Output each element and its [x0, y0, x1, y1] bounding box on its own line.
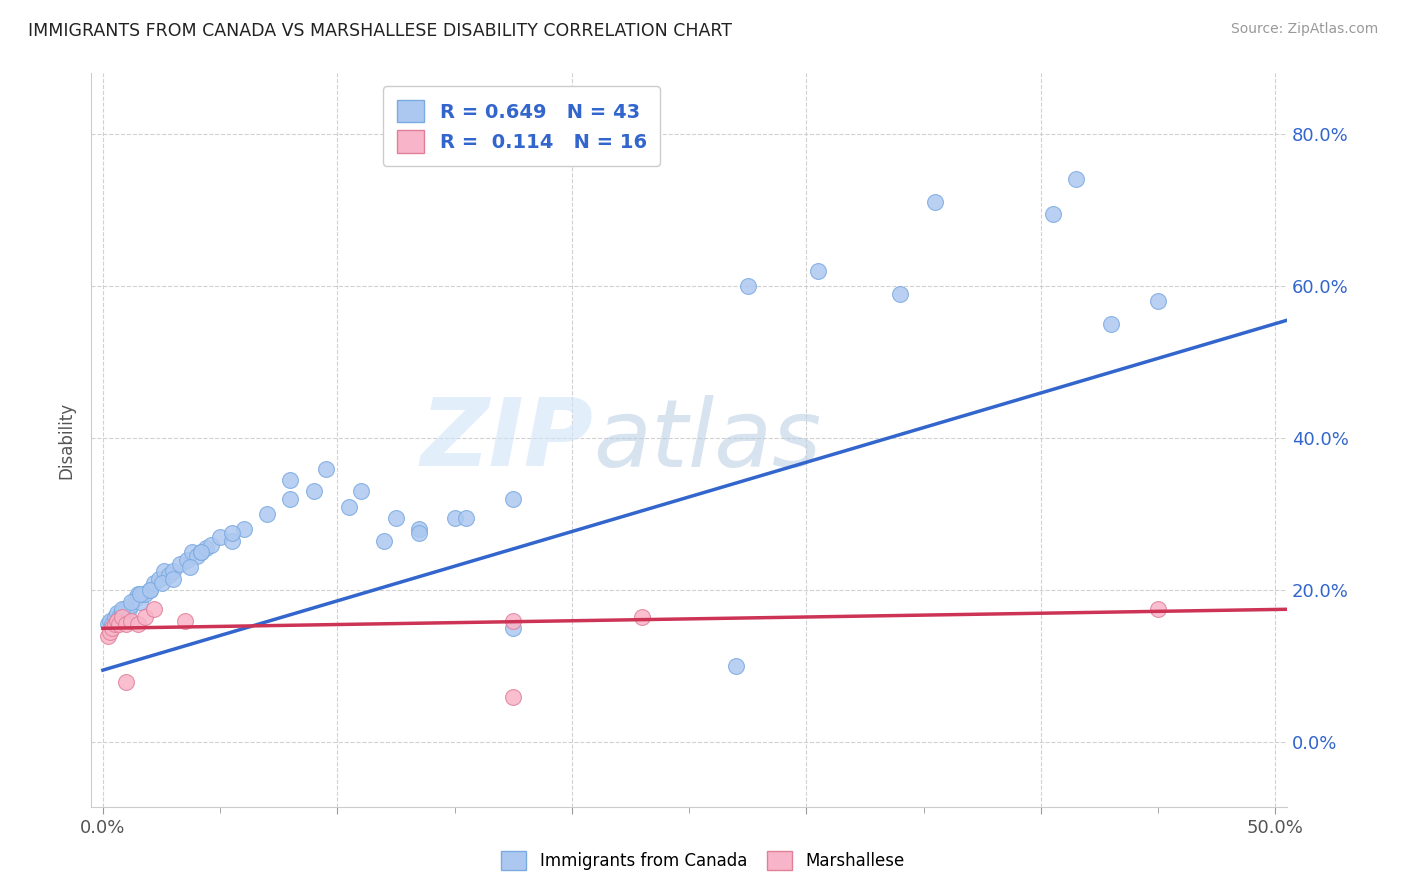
Point	[1147, 294, 1170, 309]
Point	[98, 614, 121, 628]
Point	[150, 575, 173, 590]
Text: IMMIGRANTS FROM CANADA VS MARSHALLESE DISABILITY CORRELATION CHART: IMMIGRANTS FROM CANADA VS MARSHALLESE DI…	[28, 22, 733, 40]
Point	[97, 629, 120, 643]
Point	[337, 500, 360, 514]
Point	[502, 614, 524, 628]
Point	[101, 617, 124, 632]
Point	[502, 621, 524, 635]
Point	[115, 617, 138, 632]
Point	[125, 591, 148, 605]
Point	[502, 690, 524, 704]
Point	[153, 564, 176, 578]
Point	[129, 595, 152, 609]
Point	[108, 617, 131, 632]
Text: atlas: atlas	[593, 394, 821, 485]
Point	[162, 572, 184, 586]
Point	[112, 602, 135, 616]
Point	[443, 511, 465, 525]
Point	[280, 473, 302, 487]
Point	[120, 599, 142, 613]
Point	[195, 541, 218, 556]
Point	[120, 614, 142, 628]
Y-axis label: Disability: Disability	[58, 401, 75, 479]
Text: ZIP: ZIP	[420, 394, 593, 486]
Point	[127, 587, 149, 601]
Point	[104, 610, 127, 624]
Point	[256, 507, 278, 521]
Point	[127, 617, 149, 632]
Point	[148, 572, 170, 586]
Point	[1064, 172, 1087, 186]
Point	[143, 575, 166, 590]
Point	[98, 625, 121, 640]
Point	[889, 286, 911, 301]
Point	[280, 491, 302, 506]
Point	[118, 602, 141, 616]
Point	[373, 533, 395, 548]
Point	[807, 264, 830, 278]
Point	[737, 279, 759, 293]
Point	[120, 595, 142, 609]
Point	[157, 568, 180, 582]
Point	[105, 614, 128, 628]
Point	[115, 602, 138, 616]
Point	[104, 617, 127, 632]
Point	[408, 522, 430, 536]
Point	[176, 553, 198, 567]
Point	[139, 583, 162, 598]
Point	[209, 530, 232, 544]
Point	[97, 617, 120, 632]
Point	[101, 621, 124, 635]
Point	[302, 484, 325, 499]
Point	[169, 557, 191, 571]
Point	[315, 461, 337, 475]
Point	[111, 602, 134, 616]
Point	[129, 587, 152, 601]
Text: Source: ZipAtlas.com: Source: ZipAtlas.com	[1230, 22, 1378, 37]
Point	[108, 610, 131, 624]
Point	[1147, 602, 1170, 616]
Point	[132, 587, 155, 601]
Point	[105, 606, 128, 620]
Point	[456, 511, 478, 525]
Point	[134, 587, 156, 601]
Point	[179, 560, 201, 574]
Point	[115, 674, 138, 689]
Legend: R = 0.649   N = 43, R =  0.114   N = 16: R = 0.649 N = 43, R = 0.114 N = 16	[382, 87, 661, 166]
Point	[924, 195, 946, 210]
Point	[111, 606, 134, 620]
Point	[502, 491, 524, 506]
Point	[134, 610, 156, 624]
Point	[111, 610, 134, 624]
Point	[190, 545, 212, 559]
Legend: Immigrants from Canada, Marshallese: Immigrants from Canada, Marshallese	[495, 844, 911, 877]
Point	[724, 659, 747, 673]
Point	[200, 538, 222, 552]
Point	[408, 526, 430, 541]
Point	[143, 602, 166, 616]
Point	[1099, 317, 1122, 331]
Point	[631, 610, 654, 624]
Point	[385, 511, 408, 525]
Point	[139, 583, 162, 598]
Point	[186, 549, 208, 563]
Point	[190, 545, 212, 559]
Point	[174, 614, 197, 628]
Point	[232, 522, 254, 536]
Point	[221, 533, 243, 548]
Point	[181, 545, 204, 559]
Point	[350, 484, 373, 499]
Point	[1042, 207, 1064, 221]
Point	[162, 564, 184, 578]
Point	[221, 526, 243, 541]
